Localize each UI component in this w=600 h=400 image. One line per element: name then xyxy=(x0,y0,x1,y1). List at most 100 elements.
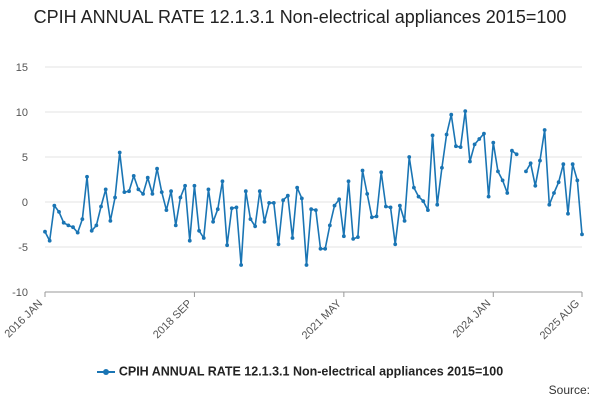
data-point xyxy=(379,170,384,175)
data-point xyxy=(262,219,267,224)
x-tick-label: 2016 JAN xyxy=(2,298,45,341)
data-point xyxy=(276,242,281,247)
data-point xyxy=(145,175,150,180)
data-point xyxy=(426,208,430,213)
data-point xyxy=(122,190,127,195)
data-point xyxy=(192,183,197,188)
data-point xyxy=(407,155,412,159)
data-point xyxy=(71,225,75,230)
data-point xyxy=(150,192,155,196)
data-point xyxy=(570,162,575,167)
data-point xyxy=(173,223,178,228)
y-axis: -10 -5 0 5 10 15 xyxy=(12,62,28,299)
x-tick-label: 2018 SEP xyxy=(151,298,195,342)
data-point xyxy=(351,237,356,241)
data-point xyxy=(538,158,542,163)
data-point xyxy=(206,187,211,192)
data-point xyxy=(285,193,290,198)
data-point xyxy=(500,178,505,183)
data-point xyxy=(440,165,444,170)
data-point xyxy=(80,217,85,222)
data-point xyxy=(458,145,463,150)
data-point xyxy=(197,228,201,233)
data-point xyxy=(542,128,547,132)
data-point xyxy=(393,242,398,247)
data-point xyxy=(253,224,258,229)
x-axis: 2016 JAN 2018 SEP 2021 MAY 2024 JAN 2025 AUG xyxy=(2,291,583,342)
series-line xyxy=(525,129,583,235)
legend[interactable]: CPIH ANNUAL RATE 12.1.3.1 Non-electrical… xyxy=(0,364,600,379)
x-tick-label: 2021 MAY xyxy=(300,297,345,342)
data-point xyxy=(304,263,309,267)
data-point xyxy=(239,263,244,267)
data-point xyxy=(397,203,402,208)
data-point xyxy=(117,150,122,155)
y-tick-label: 10 xyxy=(16,107,28,119)
data-point xyxy=(421,199,426,204)
series-line xyxy=(44,110,518,266)
data-point xyxy=(346,179,351,184)
data-point xyxy=(131,174,136,178)
data-point xyxy=(383,204,388,209)
y-tick-label: 15 xyxy=(16,62,28,74)
data-point xyxy=(243,189,248,194)
data-point xyxy=(299,196,304,201)
data-point xyxy=(178,195,183,200)
data-point xyxy=(430,133,435,138)
data-point xyxy=(313,208,318,213)
data-point xyxy=(449,112,454,117)
source-label: Source: xyxy=(548,383,590,397)
data-point xyxy=(416,194,421,199)
data-point xyxy=(355,235,360,240)
data-point xyxy=(164,208,169,213)
data-point xyxy=(127,189,131,194)
data-point xyxy=(505,191,510,195)
y-tick-label: 5 xyxy=(22,152,28,164)
data-point xyxy=(388,205,393,210)
data-point xyxy=(155,166,159,171)
data-point xyxy=(75,230,80,235)
data-point xyxy=(374,214,379,219)
data-point xyxy=(113,195,117,200)
data-point xyxy=(472,142,477,147)
x-tick-label: 2025 AUG xyxy=(538,298,582,342)
data-point xyxy=(47,238,52,243)
data-point xyxy=(211,219,216,224)
data-point xyxy=(533,183,538,188)
data-point xyxy=(57,210,61,214)
data-point xyxy=(468,159,472,164)
data-point xyxy=(220,179,225,184)
data-point xyxy=(552,191,556,195)
data-point xyxy=(309,207,314,212)
data-point xyxy=(486,194,491,199)
data-point xyxy=(327,223,332,228)
data-point xyxy=(524,169,528,174)
y-tick-label: 0 xyxy=(22,197,28,209)
data-point xyxy=(566,211,570,216)
data-point xyxy=(215,207,220,212)
data-point xyxy=(402,219,407,223)
data-point xyxy=(201,236,206,240)
data-point xyxy=(248,217,253,222)
data-point xyxy=(454,144,458,149)
data-point xyxy=(514,152,519,157)
data-point xyxy=(477,137,482,141)
legend-swatch xyxy=(96,366,115,378)
data-point xyxy=(290,236,295,240)
data-point xyxy=(360,168,365,173)
data-point xyxy=(229,206,234,211)
data-point xyxy=(482,131,486,136)
data-point xyxy=(463,109,468,113)
data-point xyxy=(257,189,262,194)
data-point xyxy=(183,183,187,188)
data-point xyxy=(435,202,440,207)
legend-label: CPIH ANNUAL RATE 12.1.3.1 Non-electrical… xyxy=(118,364,504,379)
data-point xyxy=(103,187,108,192)
data-point xyxy=(159,190,164,195)
data-point xyxy=(52,203,57,208)
data-point xyxy=(85,174,89,179)
x-tick-label: 2024 JAN xyxy=(451,298,494,341)
data-point xyxy=(141,192,145,196)
data-point xyxy=(225,243,230,248)
data-point xyxy=(94,223,99,228)
